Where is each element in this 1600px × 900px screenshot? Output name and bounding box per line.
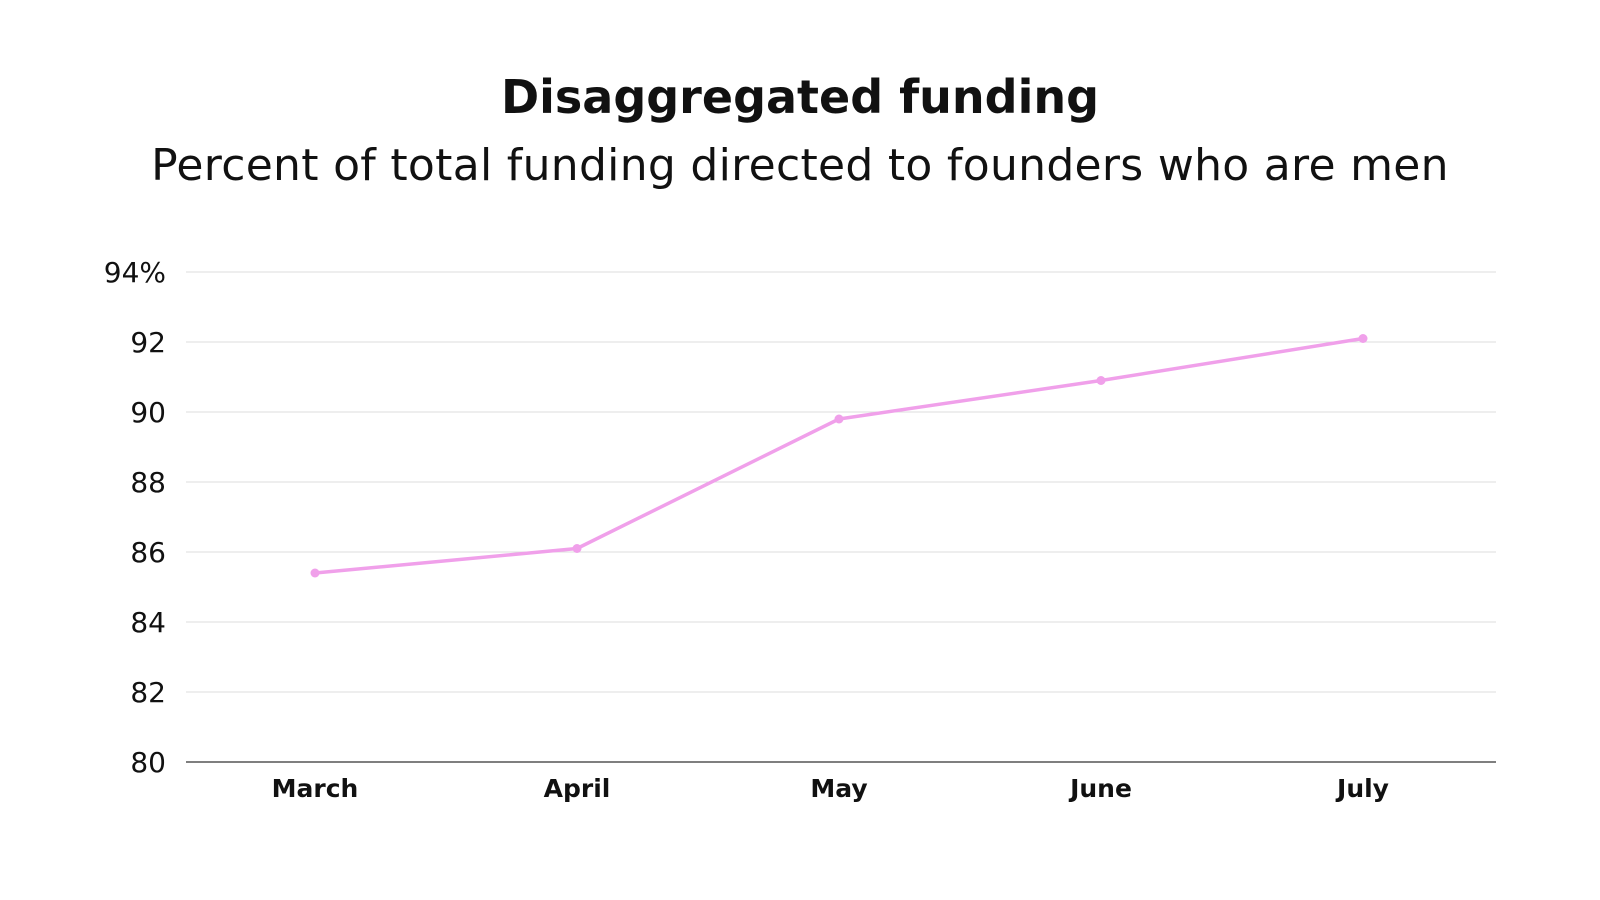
x-tick-label: May <box>810 774 867 803</box>
y-tick-label: 86 <box>130 536 166 569</box>
series <box>310 334 1368 578</box>
x-tick-label: March <box>272 774 359 803</box>
data-point <box>572 544 582 553</box>
x-tick-label: June <box>1068 774 1132 803</box>
y-axis-tick-labels: 80 82 84 86 88 90 92 94% <box>104 256 166 779</box>
y-tick-label: 84 <box>130 606 166 639</box>
data-point <box>310 568 320 578</box>
x-axis-tick-labels: March April May June July <box>272 774 1389 803</box>
y-tick-label: 88 <box>130 466 166 499</box>
x-tick-label: July <box>1335 774 1389 803</box>
y-tick-label: 82 <box>130 676 166 709</box>
data-point <box>1358 334 1368 343</box>
data-point <box>1096 376 1106 385</box>
chart-title: Disaggregated funding <box>500 70 1100 124</box>
y-tick-label: 90 <box>130 396 166 429</box>
y-tick-label: 94% <box>104 256 166 289</box>
x-tick-label: April <box>544 774 611 803</box>
gridlines <box>186 271 1496 763</box>
series-line <box>313 336 1365 575</box>
chart-subtitle: Percent of total funding directed to fou… <box>151 140 1449 191</box>
y-tick-label: 92 <box>130 326 166 359</box>
y-tick-label: 80 <box>130 746 166 779</box>
data-point <box>834 414 844 424</box>
